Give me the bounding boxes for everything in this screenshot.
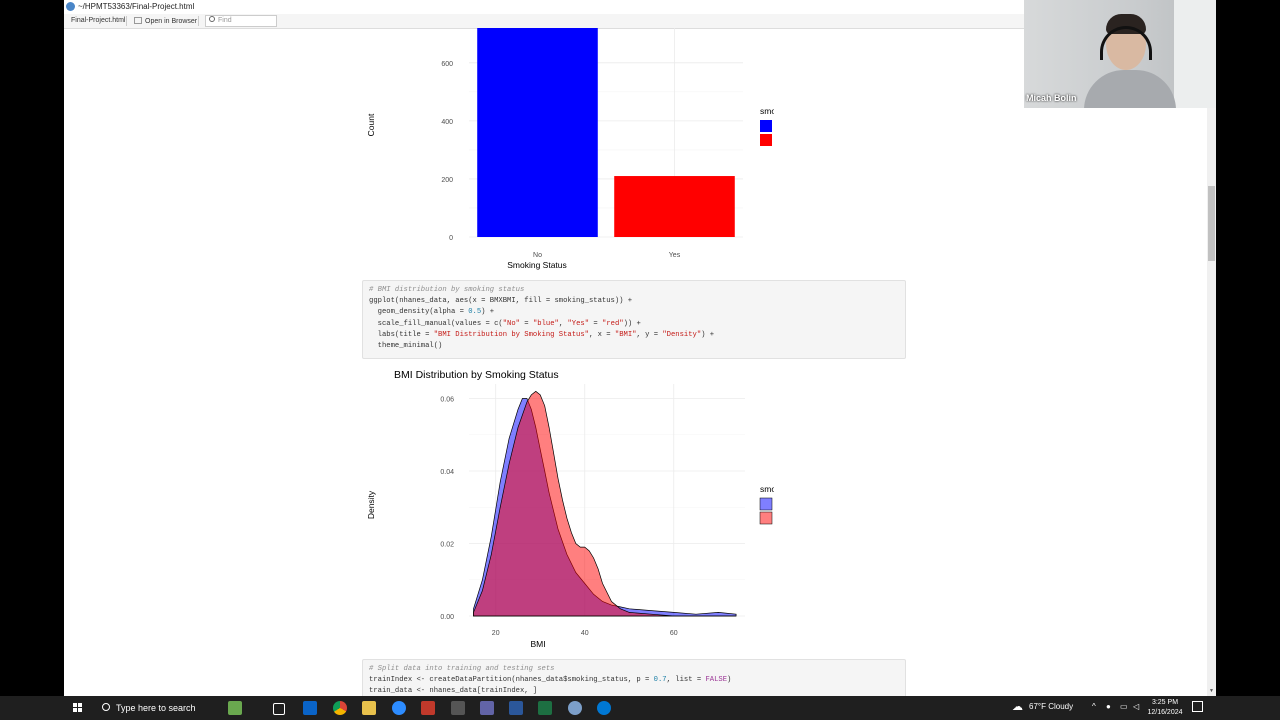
teams-icon[interactable]: [480, 701, 494, 715]
x-tick-label: 20: [492, 630, 500, 637]
word-icon[interactable]: [509, 701, 523, 715]
zoom-app-icon[interactable]: [392, 701, 406, 715]
bar-yes: [614, 176, 735, 237]
clock-time: 3:25 PM: [1151, 699, 1179, 706]
scroll-down-icon[interactable]: ▼: [1209, 688, 1214, 694]
y-tick-label: 400: [441, 119, 453, 126]
viewer-scrollbar[interactable]: ▼: [1207, 28, 1216, 696]
search-icon: [102, 703, 110, 711]
video-doorframe: [1174, 0, 1216, 108]
microphone-icon[interactable]: ●: [1106, 702, 1111, 711]
outlook-icon[interactable]: [303, 701, 317, 715]
legend-title: smoking_status: [760, 484, 774, 494]
legend-swatch-yes: [759, 511, 773, 525]
code-line: # BMI distribution by smoking status: [369, 286, 525, 294]
y-tick-label: 0.00: [440, 614, 454, 621]
html-viewer-pane: ~/HPMT53363/Final-Project.html Final-Pro…: [64, 0, 1216, 696]
file-path: ~/HPMT53363/Final-Project.html: [78, 2, 195, 11]
file-tab[interactable]: Final-Project.html: [71, 17, 126, 24]
open-in-browser-button[interactable]: Open in Browser: [134, 17, 197, 25]
mouse-cursor-icon: [1034, 421, 1041, 433]
bar-chart: 0 200 400 600 No Yes Smoking Status Count sm…: [366, 28, 774, 270]
viewer-toolbar: Final-Project.html Open in Browser Find: [64, 14, 1216, 29]
legend-swatch-no: [760, 120, 772, 132]
x-tick-label: No: [533, 252, 542, 259]
chart-title: BMI Distribution by Smoking Status: [394, 369, 559, 381]
find-input[interactable]: Find: [205, 15, 277, 27]
bar-no: [477, 28, 598, 237]
y-tick-label: 600: [441, 61, 453, 68]
code-line: # Split data into training and testing s…: [369, 665, 555, 673]
code-line: geom_density(alpha = 0.5) +: [369, 308, 495, 317]
x-tick-label: 60: [670, 630, 678, 637]
weather-text[interactable]: 67°F Cloudy: [1029, 702, 1074, 711]
code-line: labs(title = "BMI Distribution by Smokin…: [369, 330, 715, 339]
y-axis-label: Density: [366, 490, 376, 519]
rstudio-icon[interactable]: [568, 701, 582, 715]
file-explorer-icon[interactable]: [362, 701, 376, 715]
y-tick-label: 0: [449, 235, 453, 242]
widget-icon[interactable]: [228, 701, 242, 715]
calculator-icon[interactable]: [451, 701, 465, 715]
density-yes: [473, 390, 737, 617]
x-axis-label: BMI: [530, 639, 545, 649]
task-view-icon[interactable]: [273, 703, 285, 715]
tray-chevron-icon[interactable]: ^: [1092, 702, 1096, 711]
volume-icon[interactable]: ◁: [1133, 702, 1140, 711]
excel-icon[interactable]: [538, 701, 552, 715]
scrollbar-thumb[interactable]: [1208, 186, 1215, 261]
windows-start-icon[interactable]: [73, 703, 83, 713]
legend-title: smoking_status: [760, 106, 774, 116]
participant-name: Micah Bolin: [1026, 93, 1077, 103]
x-axis-label: Smoking Status: [507, 260, 567, 270]
viewer-titlebar: ~/HPMT53363/Final-Project.html: [64, 0, 1216, 14]
code-line: ggplot(nhanes_data, aes(x = BMXBMI, fill…: [369, 297, 633, 306]
find-placeholder: Find: [218, 17, 232, 24]
code-line: train_data <- nhanes_data[trainIndex, ]: [369, 687, 538, 696]
chrome-icon[interactable]: [333, 701, 347, 715]
density-chart: BMI Distribution by Smoking Status 0.00 0…: [366, 369, 774, 649]
code-line: scale_fill_manual(values = c("No" = "blu…: [369, 319, 641, 328]
code-block-split: # Split data into training and testing s…: [362, 659, 906, 696]
x-tick-label: Yes: [669, 252, 681, 259]
code-line: trainIndex <- createDataPartition(nhanes…: [369, 676, 732, 685]
x-tick-label: 40: [581, 630, 589, 637]
y-axis-label: Count: [366, 113, 376, 136]
search-icon: [209, 16, 215, 22]
legend-swatch-no: [759, 497, 773, 511]
taskbar-search-label: Type here to search: [116, 703, 196, 713]
clock[interactable]: 3:25 PM 12/16/2024: [1142, 698, 1188, 718]
notifications-icon[interactable]: [1192, 701, 1203, 712]
y-tick-label: 0.06: [440, 397, 454, 404]
windows-taskbar: Type here to search ☁ 67°F Cloudy ^ ● ▭ …: [0, 696, 1280, 720]
y-tick-label: 0.02: [440, 542, 454, 549]
app-icon[interactable]: [421, 701, 435, 715]
headset-icon: [1100, 26, 1152, 60]
zoom-video-tile: Micah Bolin: [1024, 0, 1216, 108]
taskbar-search-box[interactable]: Type here to search: [96, 696, 216, 720]
open-in-browser-label: Open in Browser: [145, 18, 198, 25]
outlook-alt-icon[interactable]: [597, 701, 611, 715]
y-tick-label: 0.04: [440, 469, 454, 476]
code-block-density: # BMI distribution by smoking status ggpl…: [362, 280, 906, 359]
y-tick-label: 200: [441, 177, 453, 184]
code-line: theme_minimal(): [369, 342, 443, 351]
network-icon[interactable]: ▭: [1120, 702, 1128, 711]
toolbar-separator: [198, 16, 199, 26]
browser-icon: [134, 17, 142, 24]
clock-date: 12/16/2024: [1147, 709, 1183, 716]
toolbar-separator: [126, 16, 127, 26]
legend-swatch-yes: [760, 134, 772, 146]
weather-icon[interactable]: ☁: [1012, 701, 1023, 713]
rstudio-logo-icon: [66, 2, 75, 11]
